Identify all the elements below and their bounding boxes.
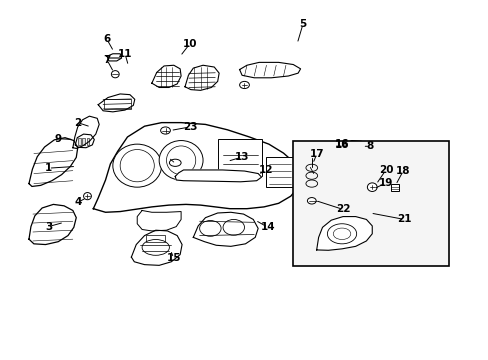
Bar bbox=[217, 139, 261, 176]
Polygon shape bbox=[193, 212, 258, 246]
Polygon shape bbox=[75, 134, 94, 148]
Text: 15: 15 bbox=[166, 253, 181, 263]
Text: 20: 20 bbox=[378, 165, 392, 175]
Polygon shape bbox=[73, 116, 99, 148]
Bar bbox=[293, 140, 448, 266]
Polygon shape bbox=[175, 170, 261, 182]
Text: 23: 23 bbox=[182, 122, 197, 132]
Ellipse shape bbox=[113, 144, 161, 187]
Bar bbox=[104, 99, 131, 109]
Text: 9: 9 bbox=[55, 134, 61, 144]
Text: 18: 18 bbox=[395, 166, 409, 176]
Bar bbox=[352, 144, 358, 154]
Text: 8: 8 bbox=[366, 141, 373, 151]
Text: 16: 16 bbox=[334, 139, 348, 149]
Polygon shape bbox=[313, 206, 369, 220]
Polygon shape bbox=[107, 54, 122, 61]
Ellipse shape bbox=[169, 159, 181, 166]
Bar bbox=[82, 138, 85, 145]
Ellipse shape bbox=[159, 140, 203, 180]
Polygon shape bbox=[98, 94, 135, 112]
Text: 14: 14 bbox=[260, 222, 275, 232]
Text: 6: 6 bbox=[103, 35, 110, 44]
Text: 21: 21 bbox=[396, 215, 411, 224]
Bar bbox=[390, 184, 398, 192]
Polygon shape bbox=[29, 138, 78, 186]
Text: 16: 16 bbox=[334, 140, 348, 150]
Bar bbox=[78, 138, 81, 145]
Polygon shape bbox=[316, 217, 371, 250]
Ellipse shape bbox=[160, 127, 170, 134]
Polygon shape bbox=[239, 62, 300, 78]
Text: 12: 12 bbox=[259, 165, 273, 175]
Bar bbox=[146, 235, 164, 242]
Ellipse shape bbox=[111, 71, 119, 78]
Text: 2: 2 bbox=[74, 118, 81, 128]
Bar bbox=[86, 138, 89, 145]
Text: 13: 13 bbox=[234, 152, 249, 162]
Text: 1: 1 bbox=[45, 163, 52, 173]
Polygon shape bbox=[93, 123, 300, 212]
Polygon shape bbox=[137, 211, 181, 231]
Text: 19: 19 bbox=[378, 178, 392, 188]
Polygon shape bbox=[341, 140, 365, 157]
Bar bbox=[266, 157, 293, 187]
Text: 10: 10 bbox=[182, 39, 197, 49]
Text: 3: 3 bbox=[45, 222, 52, 231]
Polygon shape bbox=[29, 204, 76, 244]
Text: 5: 5 bbox=[299, 19, 306, 29]
Text: 4: 4 bbox=[74, 197, 81, 207]
Bar bbox=[345, 144, 350, 154]
Text: 7: 7 bbox=[103, 55, 110, 65]
Text: 22: 22 bbox=[335, 204, 349, 215]
Text: 11: 11 bbox=[118, 49, 132, 59]
Polygon shape bbox=[152, 65, 181, 87]
Polygon shape bbox=[131, 230, 182, 265]
Ellipse shape bbox=[366, 183, 376, 192]
Ellipse shape bbox=[83, 193, 91, 200]
Polygon shape bbox=[184, 65, 219, 90]
Text: 17: 17 bbox=[309, 149, 324, 159]
Ellipse shape bbox=[307, 198, 316, 204]
Ellipse shape bbox=[239, 81, 249, 89]
